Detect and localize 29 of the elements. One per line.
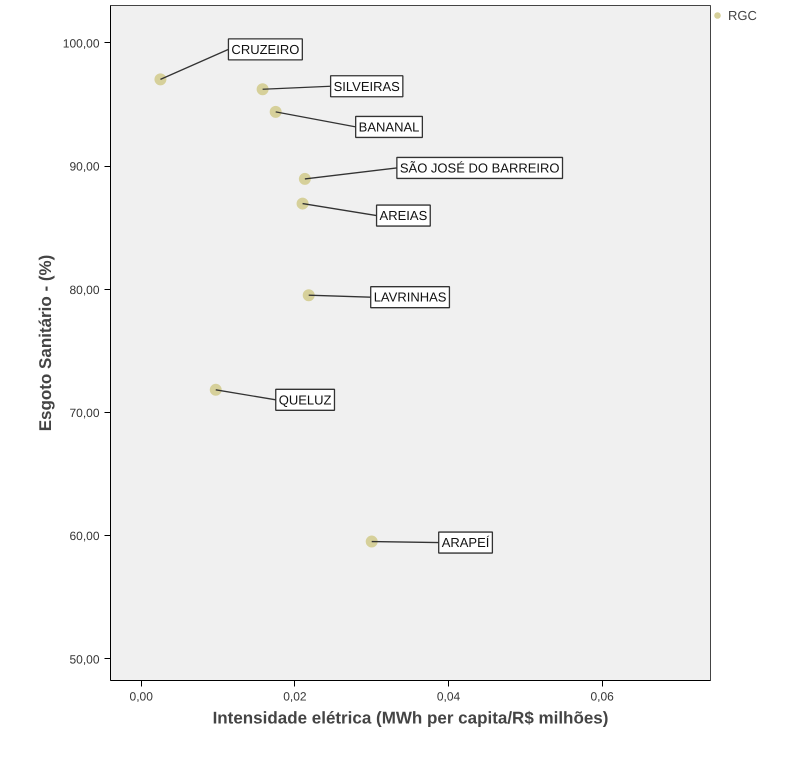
y-tick-label: 60,00 <box>69 529 100 544</box>
point <box>366 536 378 548</box>
annotation: SILVEIRAS <box>334 78 400 94</box>
x-axis-title: Intensidade elétrica (MWh per capita/R$ milhões) <box>212 708 608 728</box>
x-tick-label: 0,06 <box>590 690 614 704</box>
legend-label: RGC <box>728 8 757 22</box>
annotation: SÃO JOSÉ DO BARREIRO <box>400 160 560 176</box>
point <box>298 172 311 185</box>
y-axis-title: Esgoto Sanitário - (%) <box>36 254 55 432</box>
y-tick-label: 100,00 <box>62 36 100 50</box>
point <box>302 289 315 302</box>
y-tick-label: 80,00 <box>69 282 100 297</box>
point <box>154 73 166 86</box>
annotation: CRUZEIRO <box>231 42 300 57</box>
x-tick-label: 0,02 <box>283 690 307 704</box>
point <box>296 198 309 210</box>
y-tick-label: 90,00 <box>69 160 100 174</box>
annotation: AREIAS <box>380 208 428 224</box>
x-tick-label: 0,04 <box>436 690 461 704</box>
annotation: QUELUZ <box>278 392 332 408</box>
annotation: ARAPEÍ <box>442 535 490 550</box>
x-tick-label: 0,00 <box>130 690 154 704</box>
point <box>210 384 222 396</box>
annotation: BANANAL <box>358 119 420 134</box>
y-tick-label: 70,00 <box>69 406 100 420</box>
y-tick-label: 50,00 <box>69 652 100 666</box>
point <box>270 106 282 118</box>
point <box>256 83 269 96</box>
annotation: LAVRINHAS <box>374 290 447 305</box>
